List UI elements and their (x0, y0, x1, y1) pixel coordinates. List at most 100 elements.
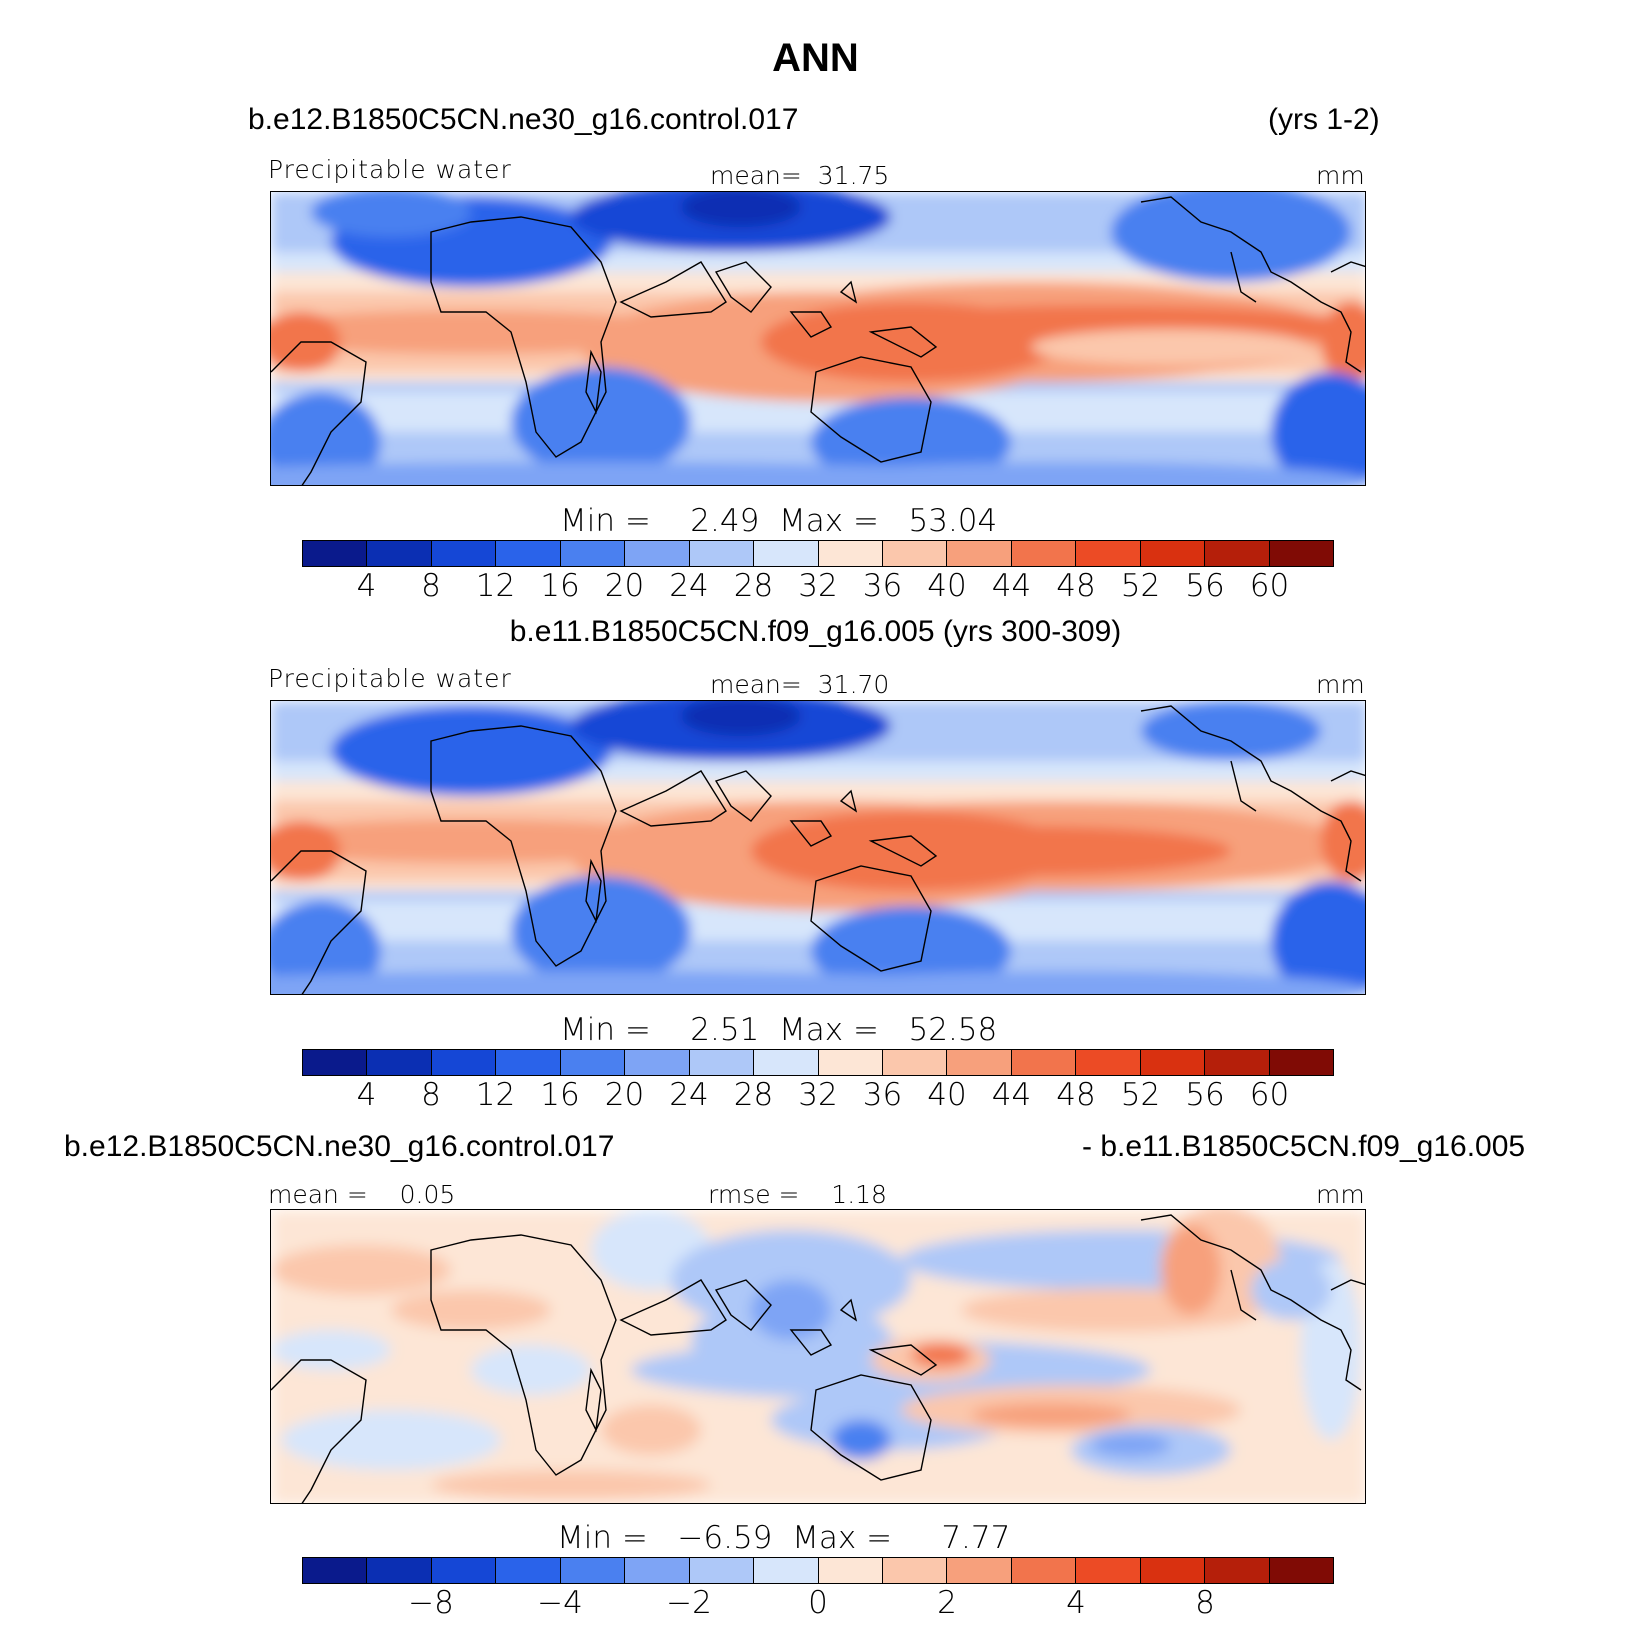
panel1-mean-label: mean= (710, 161, 802, 190)
colorbar-swatch (431, 1050, 497, 1075)
colorbar-swatch (1011, 1558, 1077, 1583)
colorbar-swatch (689, 541, 755, 566)
panel3-mean: mean = 0.05 (268, 1180, 455, 1209)
colorbar-tick-label: 32 (798, 568, 838, 604)
panel3-mean-label: mean = (268, 1180, 368, 1209)
colorbar-swatch (1011, 541, 1077, 566)
colorbar-swatch (496, 1558, 561, 1583)
colorbar-swatch (1011, 1050, 1077, 1075)
colorbar-swatch (625, 1050, 690, 1075)
colorbar-swatch (625, 1558, 690, 1583)
panel3-max-label: Max = (792, 1520, 893, 1556)
panel3-minmax: Min = −6.59 Max = 7.77 (557, 1520, 1010, 1556)
panel2-mean-value: 31.70 (817, 670, 890, 699)
panel2-max-label: Max = (779, 1012, 879, 1048)
colorbar-tick-label: 36 (862, 568, 903, 604)
colorbar-tick-label: 12 (475, 1077, 516, 1113)
panel2-minmax: Min = 2.51 Max = 52.58 (560, 1012, 997, 1048)
colorbar-swatch (431, 541, 497, 566)
colorbar-swatch (625, 541, 690, 566)
colorbar-swatch (496, 1050, 561, 1075)
colorbar-tick-label: 60 (1249, 568, 1290, 604)
colorbar-swatch (1140, 541, 1206, 566)
colorbar-tick-label: 8 (421, 1077, 441, 1113)
colorbar-tick-label: 24 (669, 1077, 709, 1113)
panel1-colorbar (302, 540, 1334, 567)
panel2-case-name: b.e11.B1850C5CN.f09_g16.005 (yrs 300-309… (509, 615, 1122, 648)
colorbar-swatch (1269, 1558, 1333, 1583)
colorbar-swatch (1269, 1050, 1333, 1075)
colorbar-swatch (818, 1558, 883, 1583)
panel3-rmse: rmse = 1.18 (708, 1180, 887, 1209)
panel3-units: mm (1316, 1180, 1365, 1209)
colorbar-tick-label: 56 (1185, 1077, 1225, 1113)
colorbar-swatch (818, 1050, 883, 1075)
figure-title: ANN (772, 36, 859, 80)
colorbar-swatch (1269, 541, 1333, 566)
panel1-min-value: 2.49 (690, 503, 760, 539)
panel1-variable-label: Precipitable water (268, 155, 512, 184)
colorbar-tick-label: 60 (1249, 1077, 1290, 1113)
colorbar-swatch (367, 541, 432, 566)
colorbar-swatch (947, 1050, 1012, 1075)
colorbar-tick-label: 16 (540, 1077, 580, 1113)
colorbar-swatch (1076, 1558, 1141, 1583)
panel2-max-value: 52.58 (908, 1012, 998, 1048)
panel3-case-left: b.e12.B1850C5CN.ne30_g16.control.017 (64, 1130, 615, 1163)
panel2-colorbar (302, 1049, 1334, 1076)
panel1-min-label: Min = (560, 503, 651, 539)
colorbar-swatch (367, 1050, 432, 1075)
colorbar-tick-label: 12 (475, 568, 516, 604)
colorbar-tick-label: 4 (1066, 1585, 1086, 1621)
colorbar-swatch (1076, 1050, 1141, 1075)
colorbar-tick-label: −8 (408, 1585, 454, 1621)
colorbar-swatch (689, 1050, 755, 1075)
colorbar-swatch (882, 1558, 948, 1583)
colorbar-tick-label: 48 (1056, 568, 1096, 604)
panel1-case-name: b.e12.B1850C5CN.ne30_g16.control.017 (248, 103, 799, 136)
colorbar-swatch (560, 541, 626, 566)
colorbar-swatch (818, 541, 883, 566)
colorbar-swatch (754, 1558, 819, 1583)
colorbar-swatch (882, 1050, 948, 1075)
panel1-mean: mean= 31.75 (710, 161, 889, 190)
panel3-max-value: 7.77 (941, 1520, 1011, 1556)
colorbar-swatch (754, 1050, 819, 1075)
colorbar-tick-label: −4 (537, 1585, 583, 1621)
panel2-mean-label: mean= (710, 670, 802, 699)
colorbar-tick-label: 4 (356, 568, 377, 604)
panel1-mean-value: 31.75 (817, 161, 890, 190)
panel1-map (270, 191, 1366, 486)
colorbar-tick-label: 44 (991, 1077, 1032, 1113)
colorbar-swatch (303, 541, 368, 566)
colorbar-tick-label: −2 (666, 1585, 712, 1621)
colorbar-swatch (303, 1558, 368, 1583)
colorbar-swatch (303, 1050, 368, 1075)
colorbar-swatch (1205, 541, 1270, 566)
panel3-map (270, 1209, 1366, 1504)
colorbar-tick-label: 28 (733, 1077, 774, 1113)
panel2-map (270, 700, 1366, 995)
colorbar-swatch (1140, 1050, 1206, 1075)
panel1-max-value: 53.04 (908, 503, 998, 539)
colorbar-tick-label: 16 (540, 568, 580, 604)
panel3-rmse-value: 1.18 (831, 1180, 887, 1209)
colorbar-swatch (367, 1558, 432, 1583)
panel3-rmse-label: rmse = (708, 1180, 800, 1209)
panel3-colorbar (302, 1557, 1334, 1584)
panel1-units: mm (1316, 161, 1365, 190)
colorbar-tick-label: 24 (669, 568, 709, 604)
colorbar-swatch (1076, 541, 1141, 566)
colorbar-tick-label: 52 (1120, 1077, 1161, 1113)
colorbar-swatch (1140, 1558, 1206, 1583)
colorbar-swatch (560, 1050, 626, 1075)
panel3-mean-value: 0.05 (399, 1180, 456, 1209)
colorbar-swatch (754, 541, 819, 566)
panel1-years: (yrs 1-2) (1268, 103, 1380, 136)
colorbar-swatch (947, 541, 1012, 566)
colorbar-tick-label: 8 (421, 568, 441, 604)
colorbar-tick-label: 52 (1120, 568, 1161, 604)
colorbar-swatch (1205, 1050, 1270, 1075)
colorbar-tick-label: 40 (927, 568, 967, 604)
colorbar-tick-label: 48 (1056, 1077, 1096, 1113)
